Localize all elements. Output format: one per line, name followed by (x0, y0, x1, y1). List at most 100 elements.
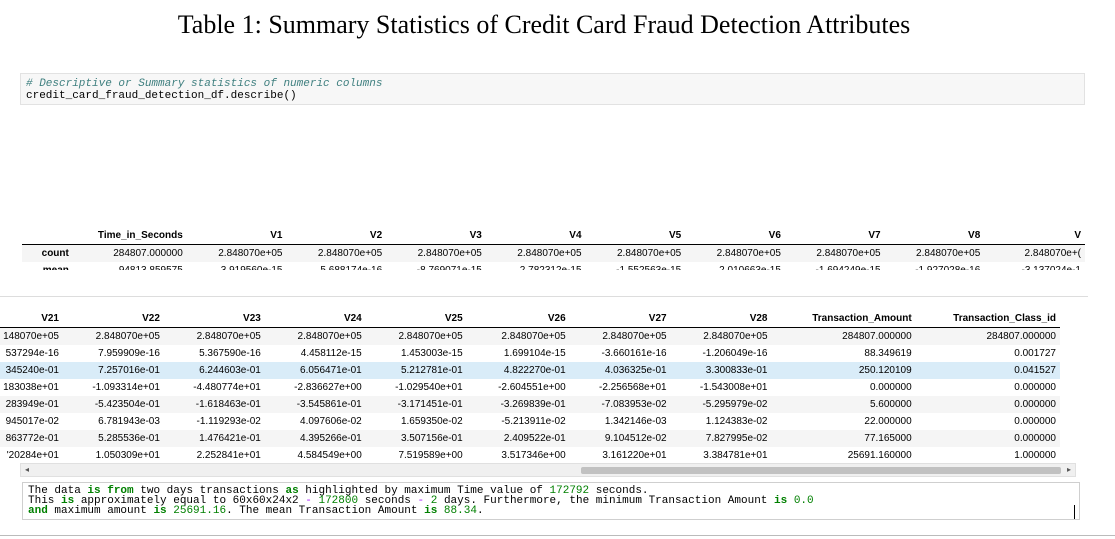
column-header: V24 (264, 309, 366, 328)
table-cell: 1.453003e-15 (400, 348, 463, 359)
table-row: '20284e+01 1.050309e+01 2.252841e+01 4.5845… (0, 447, 1060, 464)
table-cell: 4.584549e+00 (297, 450, 362, 461)
markdown-text: 172792 (549, 485, 590, 497)
markdown-text: is (424, 505, 438, 517)
divider (0, 535, 1115, 536)
markdown-text: seconds. (589, 485, 649, 497)
column-header: Transaction_Amount (771, 309, 916, 328)
table-cell: 3.300833e-01 (670, 362, 772, 379)
table-cell: 25691.160000 (847, 450, 912, 461)
table-cell: 2.848070e+05 (585, 244, 686, 262)
column-header: V23 (163, 309, 265, 328)
row-label: count (22, 244, 73, 262)
markdown-text: . (476, 505, 484, 517)
table-cell: 7.959909e-16 (98, 348, 160, 359)
table-cell: 6.056471e-01 (264, 362, 366, 379)
table-cell: 1.476421e-01 (163, 430, 265, 447)
table-cell: 2.848070e+05 (163, 327, 265, 345)
table-cell: 6.781943e-03 (98, 416, 160, 427)
table-cell: -5.295979e-02 (670, 396, 772, 413)
code-cell[interactable]: # Descriptive or Summary statistics of n… (20, 73, 1085, 105)
markdown-cell[interactable]: The data is from two days transactions a… (22, 482, 1080, 520)
table-cell: -1.206049e-16 (702, 348, 768, 359)
markdown-text: 0.0 (793, 495, 814, 507)
scroll-right-icon[interactable]: ▸ (1066, 465, 1071, 474)
table-caption: Table 1: Summary Statistics of Credit Ca… (177, 10, 911, 39)
table-cell: -8.769071e-15 (386, 262, 486, 270)
table-cell: 2.848070e+05 (784, 244, 885, 262)
table-cell: 2.409522e-01 (466, 430, 570, 447)
table-cell: -1.552563e-15 (586, 262, 686, 270)
table-cell: 2.782312e-15 (486, 262, 586, 270)
table-cell: 1.050309e+01 (95, 450, 160, 461)
markdown-text: 2 (430, 495, 438, 507)
table-cell: 0.000000 (915, 430, 1060, 447)
table-cell: 2.848070e+05 (386, 244, 486, 262)
table-cell: -3.171451e-01 (365, 396, 467, 413)
table-cell: 1.000000 (1014, 450, 1056, 461)
column-header: V8 (884, 226, 985, 245)
table-cell: 2.848070e+05 (186, 244, 287, 262)
column-header: V3 (386, 226, 486, 245)
column-header: V21 (0, 309, 63, 328)
column-header: V (984, 226, 1085, 245)
table-header-row: V21 V22 V23 V24 V25 V26 V27 V28 Transaction_Amou… (0, 309, 1060, 328)
table-cell: -4.480774e+01 (193, 382, 261, 393)
table-header-row: Time_in_Seconds V1 V2 V3 V4 V5 V6 V7 V8 V (22, 226, 1085, 245)
scroll-left-icon[interactable]: ◂ (25, 465, 30, 474)
table-row: mean94813.8595753.919560e-155.688174e-16… (22, 262, 1085, 270)
table-cell: 2.848070e+05 (365, 327, 467, 345)
stats-table-2: V21 V22 V23 V24 V25 V26 V27 V28 Transaction_Amou… (0, 309, 1060, 464)
table-cell: 3.507156e-01 (365, 430, 467, 447)
table-cell: -5.423504e-01 (62, 396, 164, 413)
table-cell: -1.093314e+01 (92, 382, 160, 393)
table-cell: 3.384781e+01 (703, 450, 768, 461)
table-cell: -2.604551e+00 (498, 382, 566, 393)
table-cell: -1.119293e-02 (196, 416, 261, 427)
markdown-text (437, 505, 444, 517)
text-cursor (1074, 505, 1075, 519)
markdown-text: - (417, 495, 425, 507)
table-cell: 0.000000 (915, 396, 1060, 413)
table-cell: 5.367590e-16 (199, 348, 261, 359)
table-cell: 5.600000 (771, 396, 916, 413)
table-cell: 7.257016e-01 (62, 362, 164, 379)
table-cell: '20284e+01 (6, 450, 59, 461)
markdown-text: 172800 (318, 495, 359, 507)
table-cell: 0.001727 (1014, 348, 1056, 359)
markdown-text: and (28, 505, 48, 517)
code-comment: # Descriptive or Summary statistics of n… (26, 78, 383, 90)
column-header (22, 226, 73, 245)
table-cell: 3.919560e-15 (187, 262, 287, 270)
table-cell: 283949e-01 (0, 396, 63, 413)
column-header: V22 (62, 309, 164, 328)
table-cell: 4.395266e-01 (264, 430, 366, 447)
table-cell: 863772e-01 (0, 430, 63, 447)
markdown-text: The data (28, 485, 88, 497)
table-cell: -2.836627e+00 (294, 382, 362, 393)
table-cell: 2.848070e+05 (264, 327, 366, 345)
column-header: V2 (286, 226, 387, 245)
table-row: count 284807.000000 2.848070e+05 2.848070e+… (22, 244, 1085, 262)
table-cell: 2.848070e+05 (466, 327, 570, 345)
table-cell: 3.161220e+01 (602, 450, 667, 461)
column-header: V7 (784, 226, 885, 245)
table-cell: -1.029540e+01 (395, 382, 463, 393)
scrollbar-thumb[interactable] (581, 467, 1061, 474)
markdown-text: two days transactions (133, 485, 286, 497)
table-cell: 77.165000 (771, 430, 916, 447)
column-header: V6 (685, 226, 785, 245)
table-cell: 284807.000000 (72, 244, 187, 262)
table-cell: 537294e-16 (5, 348, 59, 359)
table-cell: -1.543008e+01 (699, 382, 768, 393)
stats-table-1: Time_in_Seconds V1 V2 V3 V4 V5 V6 V7 V8 V count 28… (22, 226, 1085, 270)
table-cell: 5.688174e-16 (286, 262, 386, 270)
table-cell: 2.848070e+05 (685, 244, 785, 262)
horizontal-scrollbar[interactable]: ◂ ▸ (20, 463, 1076, 477)
markdown-text: approximately equal to 60x60x24x2 (74, 495, 306, 507)
table-cell: 7.519589e+00 (398, 450, 463, 461)
table-cell: 2.848070e+05 (286, 244, 387, 262)
column-header: V5 (585, 226, 686, 245)
table-row: 945017e-02 6.781943e-03 -1.119293e-02 4.097… (0, 413, 1060, 430)
table-cell: 88.349619 (864, 348, 912, 359)
